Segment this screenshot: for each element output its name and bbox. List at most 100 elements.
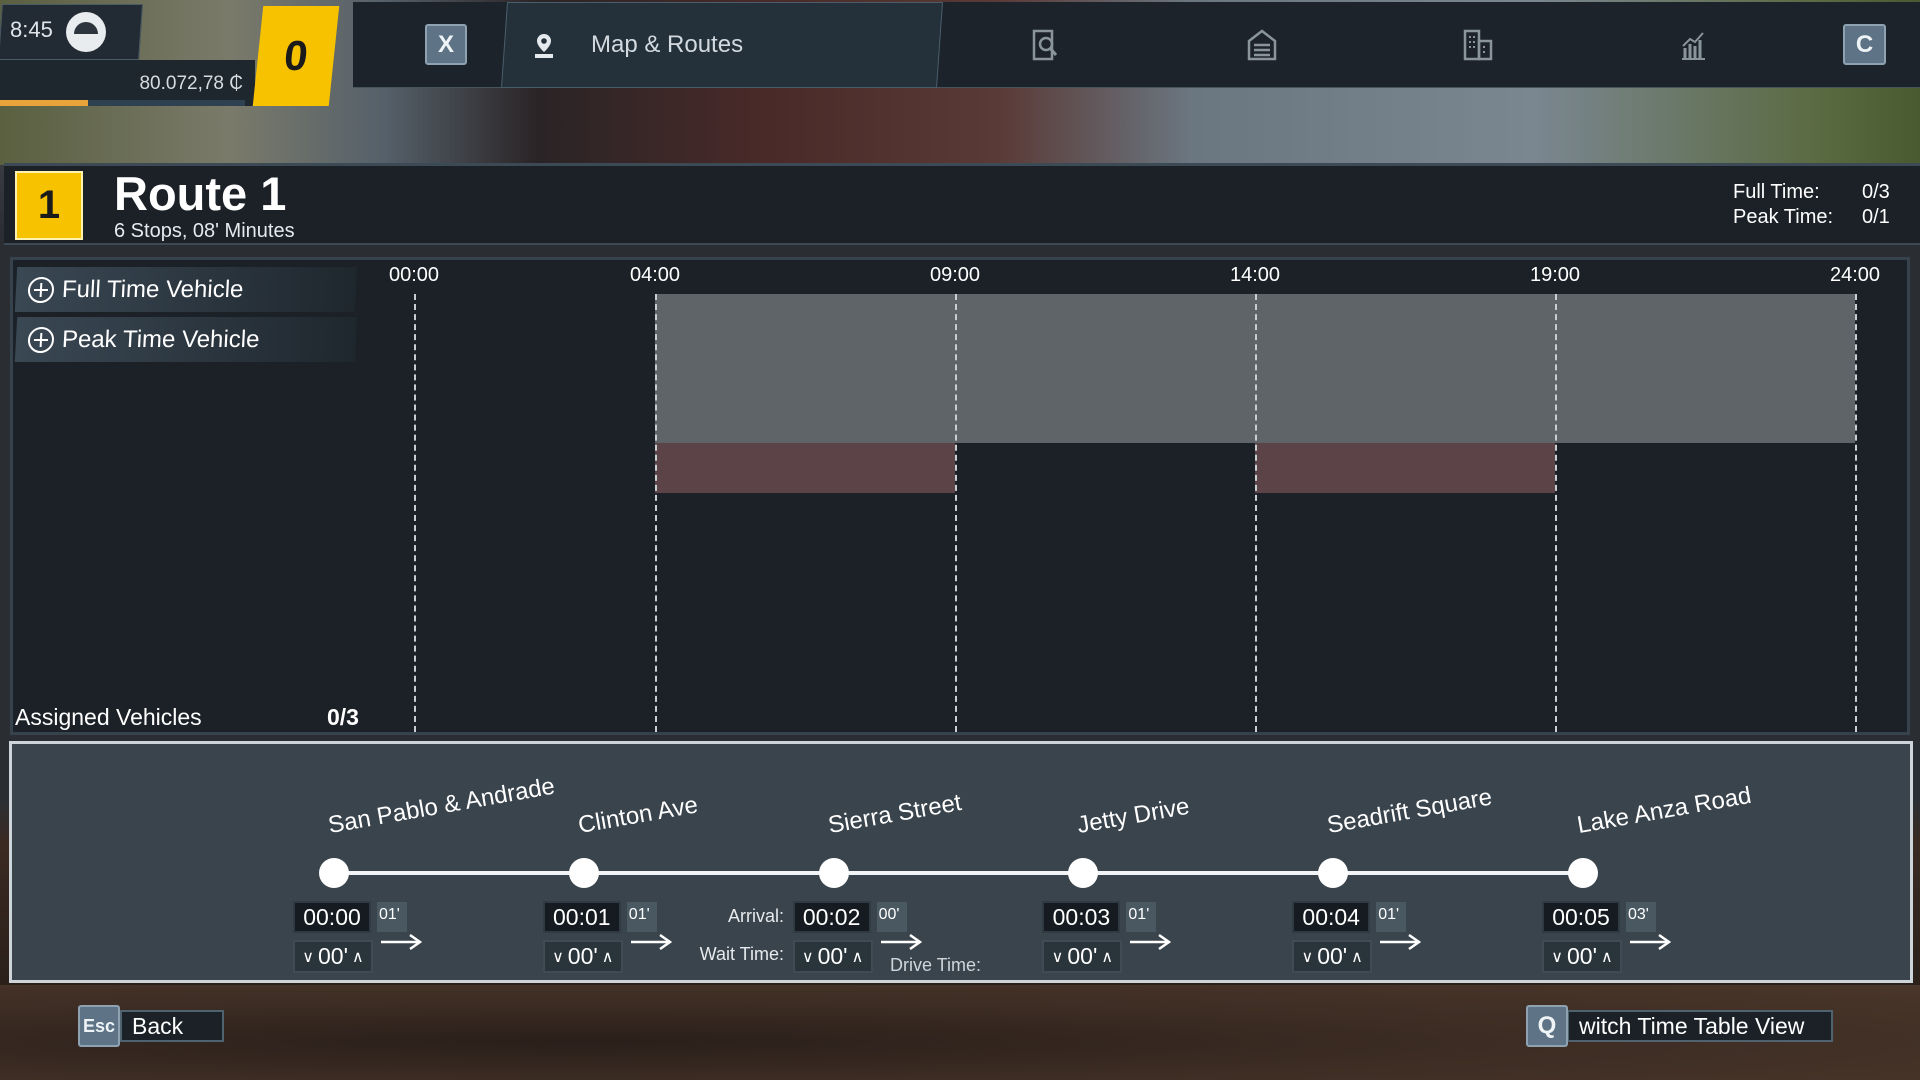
wait-time-label: Wait Time: (699, 944, 784, 964)
stop-node[interactable] (1568, 858, 1598, 888)
depot-icon[interactable] (1245, 28, 1279, 62)
back-label: Back (132, 1012, 184, 1039)
arrival-time: 00:02 (792, 901, 871, 933)
arrival-label: Arrival: (727, 906, 784, 926)
switch-view-label: witch Time Table View (1579, 1012, 1805, 1039)
money-balance: 80.072,78 ₵ (139, 73, 243, 94)
route-number-badge: 1 (15, 171, 83, 240)
chevron-down-icon[interactable]: ∨ (801, 948, 814, 966)
assigned-vehicles-count: 0/3 (327, 704, 359, 730)
stop-node[interactable] (568, 858, 599, 888)
full-time-value: 0/3 (1862, 181, 1890, 203)
drive-time-label: Drive Time: (890, 955, 982, 975)
stop-node[interactable] (1318, 858, 1349, 888)
stop-node[interactable] (1068, 858, 1099, 888)
game-time: 8:45 (10, 17, 53, 42)
progress-fill (0, 100, 89, 106)
time-gridline (955, 294, 957, 732)
wait-time-value: 00' (1067, 943, 1098, 969)
time-tick-label: 09:00 (929, 264, 981, 286)
time-tick-label: 04:00 (629, 264, 681, 286)
arrow-right-icon (630, 933, 672, 951)
time-gridline (655, 294, 657, 732)
route-summary: 6 Stops, 08' Minutes (114, 220, 295, 242)
esc-key-icon[interactable]: Esc (78, 1005, 120, 1047)
peak-time-label: Peak Time: (1733, 206, 1834, 228)
wait-time-stepper[interactable]: ∨ 00' ∧ (1292, 940, 1373, 973)
wait-time-value: 00' (817, 943, 848, 969)
arrival-time: 00:04 (1292, 901, 1371, 933)
stop-node[interactable] (818, 858, 849, 888)
chevron-up-icon[interactable]: ∧ (1351, 948, 1363, 966)
time-tick-label: 19:00 (1529, 264, 1581, 286)
chevron-up-icon[interactable]: ∧ (1101, 948, 1114, 966)
wait-time-value: 00' (1567, 943, 1597, 969)
wait-time-stepper[interactable]: ∨ 00' ∧ (1542, 940, 1622, 973)
search-document-icon[interactable] (1028, 28, 1062, 62)
drive-time: 01' (1126, 902, 1157, 932)
drive-time: 01' (377, 902, 407, 932)
route-line (334, 871, 1583, 875)
add-peak-time-label: Peak Time Vehicle (61, 325, 261, 353)
wait-time-value: 00' (567, 943, 598, 969)
arrival-time: 00:03 (1042, 901, 1121, 933)
money-panel (0, 60, 255, 106)
time-gridline (1855, 294, 1857, 732)
plus-circle-icon (27, 276, 55, 303)
chevron-up-icon[interactable]: ∧ (351, 948, 364, 966)
chevron-down-icon[interactable]: ∨ (1551, 948, 1563, 966)
assigned-vehicles-label: Assigned Vehicles (15, 704, 202, 730)
wait-time-stepper[interactable]: ∨ 00' ∧ (293, 940, 373, 973)
chevron-down-icon[interactable]: ∨ (1301, 948, 1314, 966)
sun-speed-icon[interactable] (66, 12, 106, 52)
arrival-time: 00:05 (1542, 901, 1620, 933)
next-key-button[interactable]: C (1843, 24, 1886, 65)
plus-circle-icon (27, 326, 55, 353)
wait-time-stepper[interactable]: ∨ 00' ∧ (542, 940, 623, 973)
add-peak-time-vehicle-button[interactable]: Peak Time Vehicle (14, 317, 358, 362)
arrival-time: 00:01 (542, 901, 621, 933)
page-title: Route 1 (114, 167, 287, 220)
peak-time-window (1255, 443, 1555, 493)
arrow-right-icon (1129, 933, 1172, 951)
add-full-time-vehicle-button[interactable]: Full Time Vehicle (14, 267, 358, 312)
chevron-down-icon[interactable]: ∨ (302, 948, 314, 966)
chevron-down-icon[interactable]: ∨ (1051, 948, 1064, 966)
drive-time: 01' (1376, 902, 1407, 932)
arrival-time: 00:00 (293, 901, 371, 933)
chevron-down-icon[interactable]: ∨ (552, 948, 564, 966)
time-gridline (1555, 294, 1557, 732)
time-gridline (1255, 294, 1257, 732)
drive-time: 03' (1626, 902, 1656, 932)
q-key-icon[interactable]: Q (1526, 1005, 1568, 1047)
time-tick-label: 14:00 (1229, 264, 1281, 286)
wait-time-value: 00' (1317, 943, 1348, 969)
chevron-up-icon[interactable]: ∧ (1600, 948, 1613, 966)
tab-map-routes-label: Map & Routes (591, 31, 744, 58)
arrow-right-icon (380, 933, 423, 951)
statistics-icon[interactable] (1677, 28, 1711, 62)
arrow-right-icon (1379, 933, 1422, 951)
drive-time: 01' (626, 902, 657, 932)
map-pin-icon (532, 32, 556, 60)
wait-time-stepper[interactable]: ∨ 00' ∧ (1042, 940, 1123, 973)
wait-time-stepper[interactable]: ∨ 00' ∧ (792, 940, 873, 973)
wait-time-value: 00' (318, 943, 348, 969)
close-key-button[interactable]: X (425, 24, 467, 65)
drive-time: 00' (876, 902, 907, 932)
switch-view-button[interactable]: witch Time Table View (1567, 1010, 1833, 1042)
route-header (4, 163, 1920, 245)
notification-count[interactable]: 0 (252, 6, 340, 106)
buildings-icon[interactable] (1461, 28, 1495, 62)
chevron-up-icon[interactable]: ∧ (601, 948, 614, 966)
peak-time-value: 0/1 (1862, 206, 1890, 228)
time-gridline (414, 294, 416, 732)
arrow-right-icon (1629, 933, 1672, 951)
arrow-right-icon (880, 933, 922, 951)
add-full-time-label: Full Time Vehicle (61, 275, 245, 303)
chevron-up-icon[interactable]: ∧ (851, 948, 864, 966)
time-tick-label: 00:00 (388, 264, 440, 286)
stop-node[interactable] (319, 858, 349, 888)
progress-bar (0, 100, 245, 106)
back-button[interactable]: Back (120, 1010, 224, 1042)
